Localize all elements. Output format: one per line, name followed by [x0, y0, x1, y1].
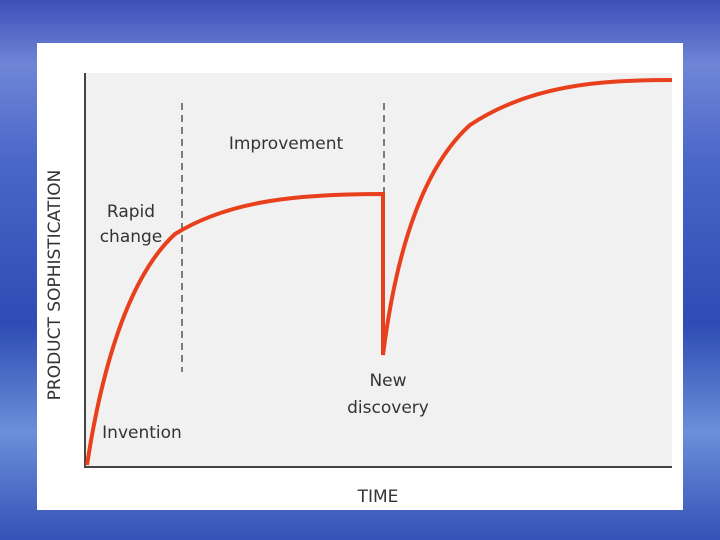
annotation: New — [369, 371, 406, 391]
plot-area — [85, 73, 672, 467]
annotation: discovery — [347, 398, 429, 418]
y-axis-label: PRODUCT SOPHISTICATION — [45, 170, 65, 401]
sophistication-curve — [85, 78, 673, 466]
annotation: Rapid — [107, 202, 155, 222]
annotation: Improvement — [229, 134, 344, 154]
annotation: Invention — [102, 423, 182, 443]
annotation: change — [100, 227, 163, 247]
x-axis-label: TIME — [357, 487, 399, 507]
